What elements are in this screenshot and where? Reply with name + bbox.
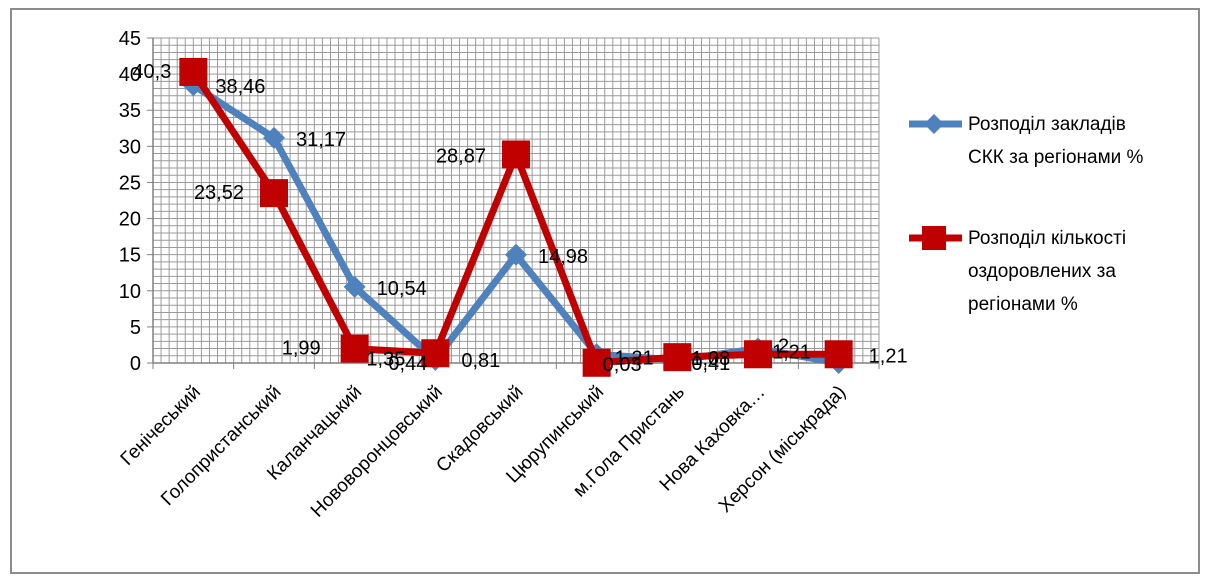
data-label: 28,87 [436,145,486,167]
data-label: 1,21 [615,347,654,369]
data-point-diamond [343,275,366,298]
data-point-square [502,140,530,169]
legend-entry [909,226,962,250]
data-point-square [582,348,611,377]
grid [152,37,880,364]
legend-marker-square [922,226,946,250]
data-label: 1,21 [869,345,908,367]
data-label: 1,35 [366,348,405,370]
category-label: Генічеський [117,382,205,470]
legend-label: регіонами % [968,294,1078,315]
legend-marker-diamond [924,114,944,134]
y-tick-label: 5 [130,317,141,339]
legend-entry [909,114,962,134]
data-point-square [824,340,853,369]
y-tick-label: 15 [119,245,141,267]
data-label: 38,46 [215,76,265,98]
legend-label: Розподіл закладів [968,114,1126,135]
data-label: 14,98 [538,246,588,268]
data-point-square [663,343,692,372]
data-point-square [421,339,450,368]
data-label: 10,54 [377,278,427,300]
data-label: 23,52 [194,182,244,204]
series-2 [179,57,853,377]
data-label: 2 [778,336,789,358]
data-label: 1,21 [772,341,811,363]
y-tick-label: 40 [119,64,141,86]
y-tick-label: 0 [130,353,141,375]
data-label: 1,99 [282,338,321,360]
y-tick-label: 10 [119,281,141,303]
data-point-diamond [505,243,527,266]
chart-frame: 0 5 10 15 20 25 30 35 40 45 Генічеський Голопристан… [10,8,1200,574]
data-label: 0,44 [388,353,427,375]
data-label: 0,41 [691,353,730,375]
line-chart: 051015202530354045ГенічеськийГолопристан… [117,28,1144,522]
y-tick-label: 25 [119,172,141,194]
data-label: 0,81 [461,350,500,372]
data-label: 31,17 [296,129,346,151]
y-tick-label: 35 [119,100,141,122]
data-point-diamond [263,126,285,149]
y-tick-label: 30 [119,136,141,158]
data-point-square [179,57,208,86]
category-label: Нововоронцовський [307,382,447,522]
data-label: 40,3 [132,61,171,83]
y-tick-label: 20 [119,209,141,231]
legend-label: оздоровлених за [968,261,1116,282]
data-label: 1,08 [691,348,730,370]
legend-label: Розподіл кількості [968,228,1126,249]
data-point-square [260,179,288,208]
y-tick-label: 45 [119,28,141,50]
data-label: 0,03 [603,354,642,376]
data-point-square [744,340,772,369]
data-point-square [340,334,369,363]
legend-label: СКК за регіонами % [968,147,1144,168]
